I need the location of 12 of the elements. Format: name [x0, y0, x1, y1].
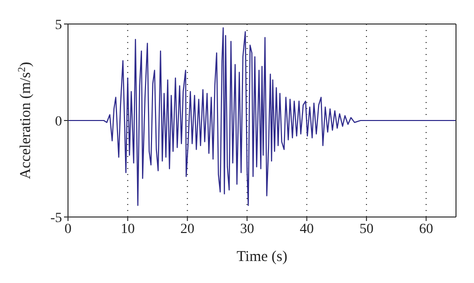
x-tick-label: 50 — [359, 222, 374, 237]
x-tick-label: 0 — [64, 222, 72, 237]
line-series — [68, 27, 456, 206]
y-tick-label: 0 — [55, 114, 62, 130]
x-tick-label: 10 — [120, 222, 135, 237]
x-tick-label: 30 — [240, 222, 254, 237]
x-tick-label: 40 — [300, 222, 314, 237]
x-tick-label: 20 — [180, 222, 194, 237]
x-axis-title: Time (s) — [236, 249, 288, 265]
x-tick-label: 60 — [419, 222, 434, 237]
y-tick-label: -5 — [50, 210, 62, 226]
y-tick-label: 5 — [55, 18, 62, 33]
